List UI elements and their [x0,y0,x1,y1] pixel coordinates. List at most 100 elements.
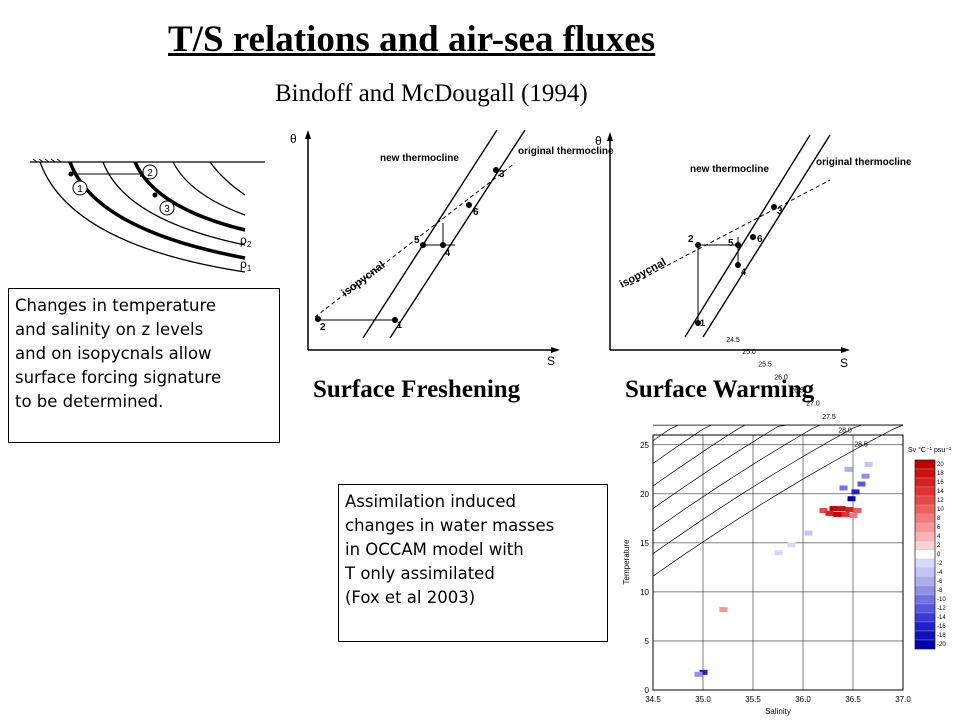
anomaly-cell [787,542,796,548]
original-thermocline-label: original thermocline [518,146,614,157]
freshening-diagram: θ S 1 2 3 4 5 6 new thermocline original… [290,129,614,368]
colorbar-swatch [914,558,936,569]
point-label-5: 5 [728,238,734,249]
colorbar-swatch [914,621,936,632]
caption-warming: Surface Warming [625,376,815,403]
x-tick-label: 37.0 [895,695,911,704]
density-contour [652,424,903,554]
slide-title: T/S relations and air-sea fluxes [168,19,656,60]
anomaly-cell [837,506,846,512]
y-tick-label: 5 [645,637,650,646]
colorbar-swatch [914,630,936,641]
colorbar-swatch [914,504,936,515]
y-tick-label: 20 [640,490,649,499]
point-label-6: 6 [473,207,479,218]
colorbar-tick-label: -8 [937,588,943,594]
anomaly-cell [847,496,856,502]
anomaly-cell [841,511,850,517]
x-tick-label: 34.5 [645,695,661,704]
ts-xlabel: Salinity [765,707,791,716]
anomaly-cell [694,671,703,677]
colorbar-tick-label: 12 [937,498,944,504]
point-label-5: 5 [414,235,420,246]
colorbar-swatch [914,585,936,596]
anomaly-cell [719,607,728,613]
colorbar-tick-label: 18 [937,471,944,477]
density-label: 24.5 [726,337,740,344]
ts-plot-frame [652,434,904,691]
colorbar-swatch [914,477,936,488]
colorbar-swatch [914,468,936,479]
theta-axis-label: θ [290,132,297,146]
original-thermocline-label: original thermocline [816,157,912,168]
point-marker [152,192,158,198]
point-marker [771,204,777,210]
colorbar-swatch [914,567,936,578]
point-marker [440,242,446,248]
ts-ylabel: Temperature [622,539,631,584]
density-label: 25.0 [742,349,756,356]
colorbar-tick-label: 10 [937,507,944,513]
point-label-3: 3 [777,206,783,217]
colorbar-tick-label: 16 [937,480,944,486]
new-thermocline-label: new thermocline [380,153,459,164]
x-tick-label: 36.5 [845,695,861,704]
rho1-label: ρ1 [240,257,252,273]
colorbar-tick-label: 14 [937,489,944,495]
colorbar-tick-label: -18 [937,633,946,639]
colorbar-tick-label: -12 [937,606,946,612]
point-marker [315,316,321,322]
point-label-4: 4 [741,267,746,277]
colorbar-tick-label: 6 [937,525,941,531]
colorbar-swatch [914,522,936,533]
point-marker [750,234,756,240]
colorbar-tick-label: 4 [937,534,941,540]
x-tick-label: 35.5 [745,695,761,704]
anomaly-cell [804,530,813,536]
theta-axis-label: θ [595,134,602,148]
anomaly-cell [853,508,862,514]
anomaly-cell [819,508,828,514]
point-label-2: 2 [688,234,694,245]
colorbar-tick-label: -10 [937,597,946,603]
colorbar-swatch [914,576,936,587]
point-marker [695,320,701,326]
point-marker [466,202,472,208]
colorbar-swatch [914,495,936,506]
point-marker [493,167,499,173]
colorbar-title: Sv °C⁻¹ psu⁻¹ [908,446,952,454]
colorbar-swatch [914,513,936,524]
schematic-label-2: 2 [147,168,153,179]
isopycnal-label: isopycnal [618,256,668,290]
colorbar-swatch [914,603,936,614]
density-label: 25.5 [758,362,772,369]
anomaly-cell [851,489,860,495]
point-label-1: 1 [700,318,705,328]
density-label: 26.5 [790,387,804,394]
anomaly-cell [829,506,838,512]
anomaly-cell [833,511,842,517]
x-tick-label: 36.0 [795,695,811,704]
colorbar-tick-label: -14 [937,615,946,621]
colorbar-frame [914,459,936,650]
colorbar-swatch [914,540,936,551]
colorbar-tick-label: -4 [937,570,943,576]
point-label-4: 4 [445,248,450,258]
caption-freshening: Surface Freshening [313,376,521,403]
s-axis-label: S [840,356,848,370]
slide-subtitle: Bindoff and McDougall (1994) [275,80,588,107]
y-tick-label: 10 [640,588,649,597]
point-marker [68,171,74,177]
anomaly-cell [774,550,783,556]
anomaly-cell [849,512,858,518]
colorbar-tick-label: -20 [937,642,946,648]
point-marker [392,317,398,323]
density-label: 28.0 [838,428,852,435]
note-left: Changes in temperature and salinity on z … [8,288,280,443]
anomaly-cell [864,461,873,467]
anomaly-cell [844,466,853,472]
isopycnal-schematic: 1 2 3 ρ2 ρ1 [30,158,265,273]
new-thermocline-label: new thermocline [690,164,769,175]
colorbar-swatch [914,459,936,470]
